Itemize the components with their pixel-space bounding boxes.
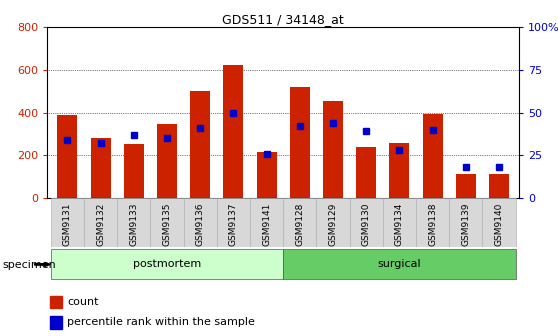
Bar — [290, 87, 310, 198]
Bar — [51, 198, 84, 247]
Bar — [157, 124, 177, 198]
Text: GSM9132: GSM9132 — [96, 202, 105, 246]
Text: GSM9136: GSM9136 — [196, 202, 205, 246]
Text: GSM9129: GSM9129 — [329, 202, 338, 246]
Bar — [422, 114, 442, 198]
Bar — [416, 198, 449, 247]
Bar — [50, 296, 61, 308]
Bar — [90, 138, 110, 198]
Text: GSM9131: GSM9131 — [63, 202, 72, 246]
Text: surgical: surgical — [378, 259, 421, 269]
Title: GDS511 / 34148_at: GDS511 / 34148_at — [222, 13, 344, 26]
Text: GSM9137: GSM9137 — [229, 202, 238, 246]
Bar — [223, 66, 243, 198]
Bar — [323, 101, 343, 198]
Bar — [250, 198, 283, 247]
Bar — [184, 198, 217, 247]
Bar — [350, 198, 383, 247]
Bar — [84, 198, 117, 247]
Bar — [283, 249, 516, 279]
Text: GSM9130: GSM9130 — [362, 202, 371, 246]
Bar — [483, 198, 516, 247]
Bar — [150, 198, 184, 247]
Text: GSM9141: GSM9141 — [262, 202, 271, 246]
Text: postmortem: postmortem — [133, 259, 201, 269]
Text: GSM9134: GSM9134 — [395, 202, 404, 246]
Text: GSM9133: GSM9133 — [129, 202, 138, 246]
Text: count: count — [67, 297, 99, 307]
Bar — [217, 198, 250, 247]
Bar — [456, 174, 476, 198]
Bar — [117, 198, 150, 247]
Bar — [449, 198, 483, 247]
Bar — [50, 316, 61, 329]
Bar — [257, 152, 277, 198]
Text: GSM9140: GSM9140 — [494, 202, 503, 246]
Bar — [190, 91, 210, 198]
Bar — [316, 198, 350, 247]
Text: GSM9128: GSM9128 — [295, 202, 304, 246]
Bar — [57, 115, 78, 198]
Bar — [283, 198, 316, 247]
Text: specimen: specimen — [3, 260, 56, 270]
Text: GSM9138: GSM9138 — [428, 202, 437, 246]
Bar — [489, 174, 509, 198]
Bar — [356, 147, 376, 198]
Bar — [124, 143, 144, 198]
Bar — [389, 142, 410, 198]
Text: GSM9135: GSM9135 — [162, 202, 171, 246]
Text: percentile rank within the sample: percentile rank within the sample — [67, 317, 255, 327]
Text: GSM9139: GSM9139 — [461, 202, 470, 246]
Bar — [51, 249, 283, 279]
Bar — [383, 198, 416, 247]
